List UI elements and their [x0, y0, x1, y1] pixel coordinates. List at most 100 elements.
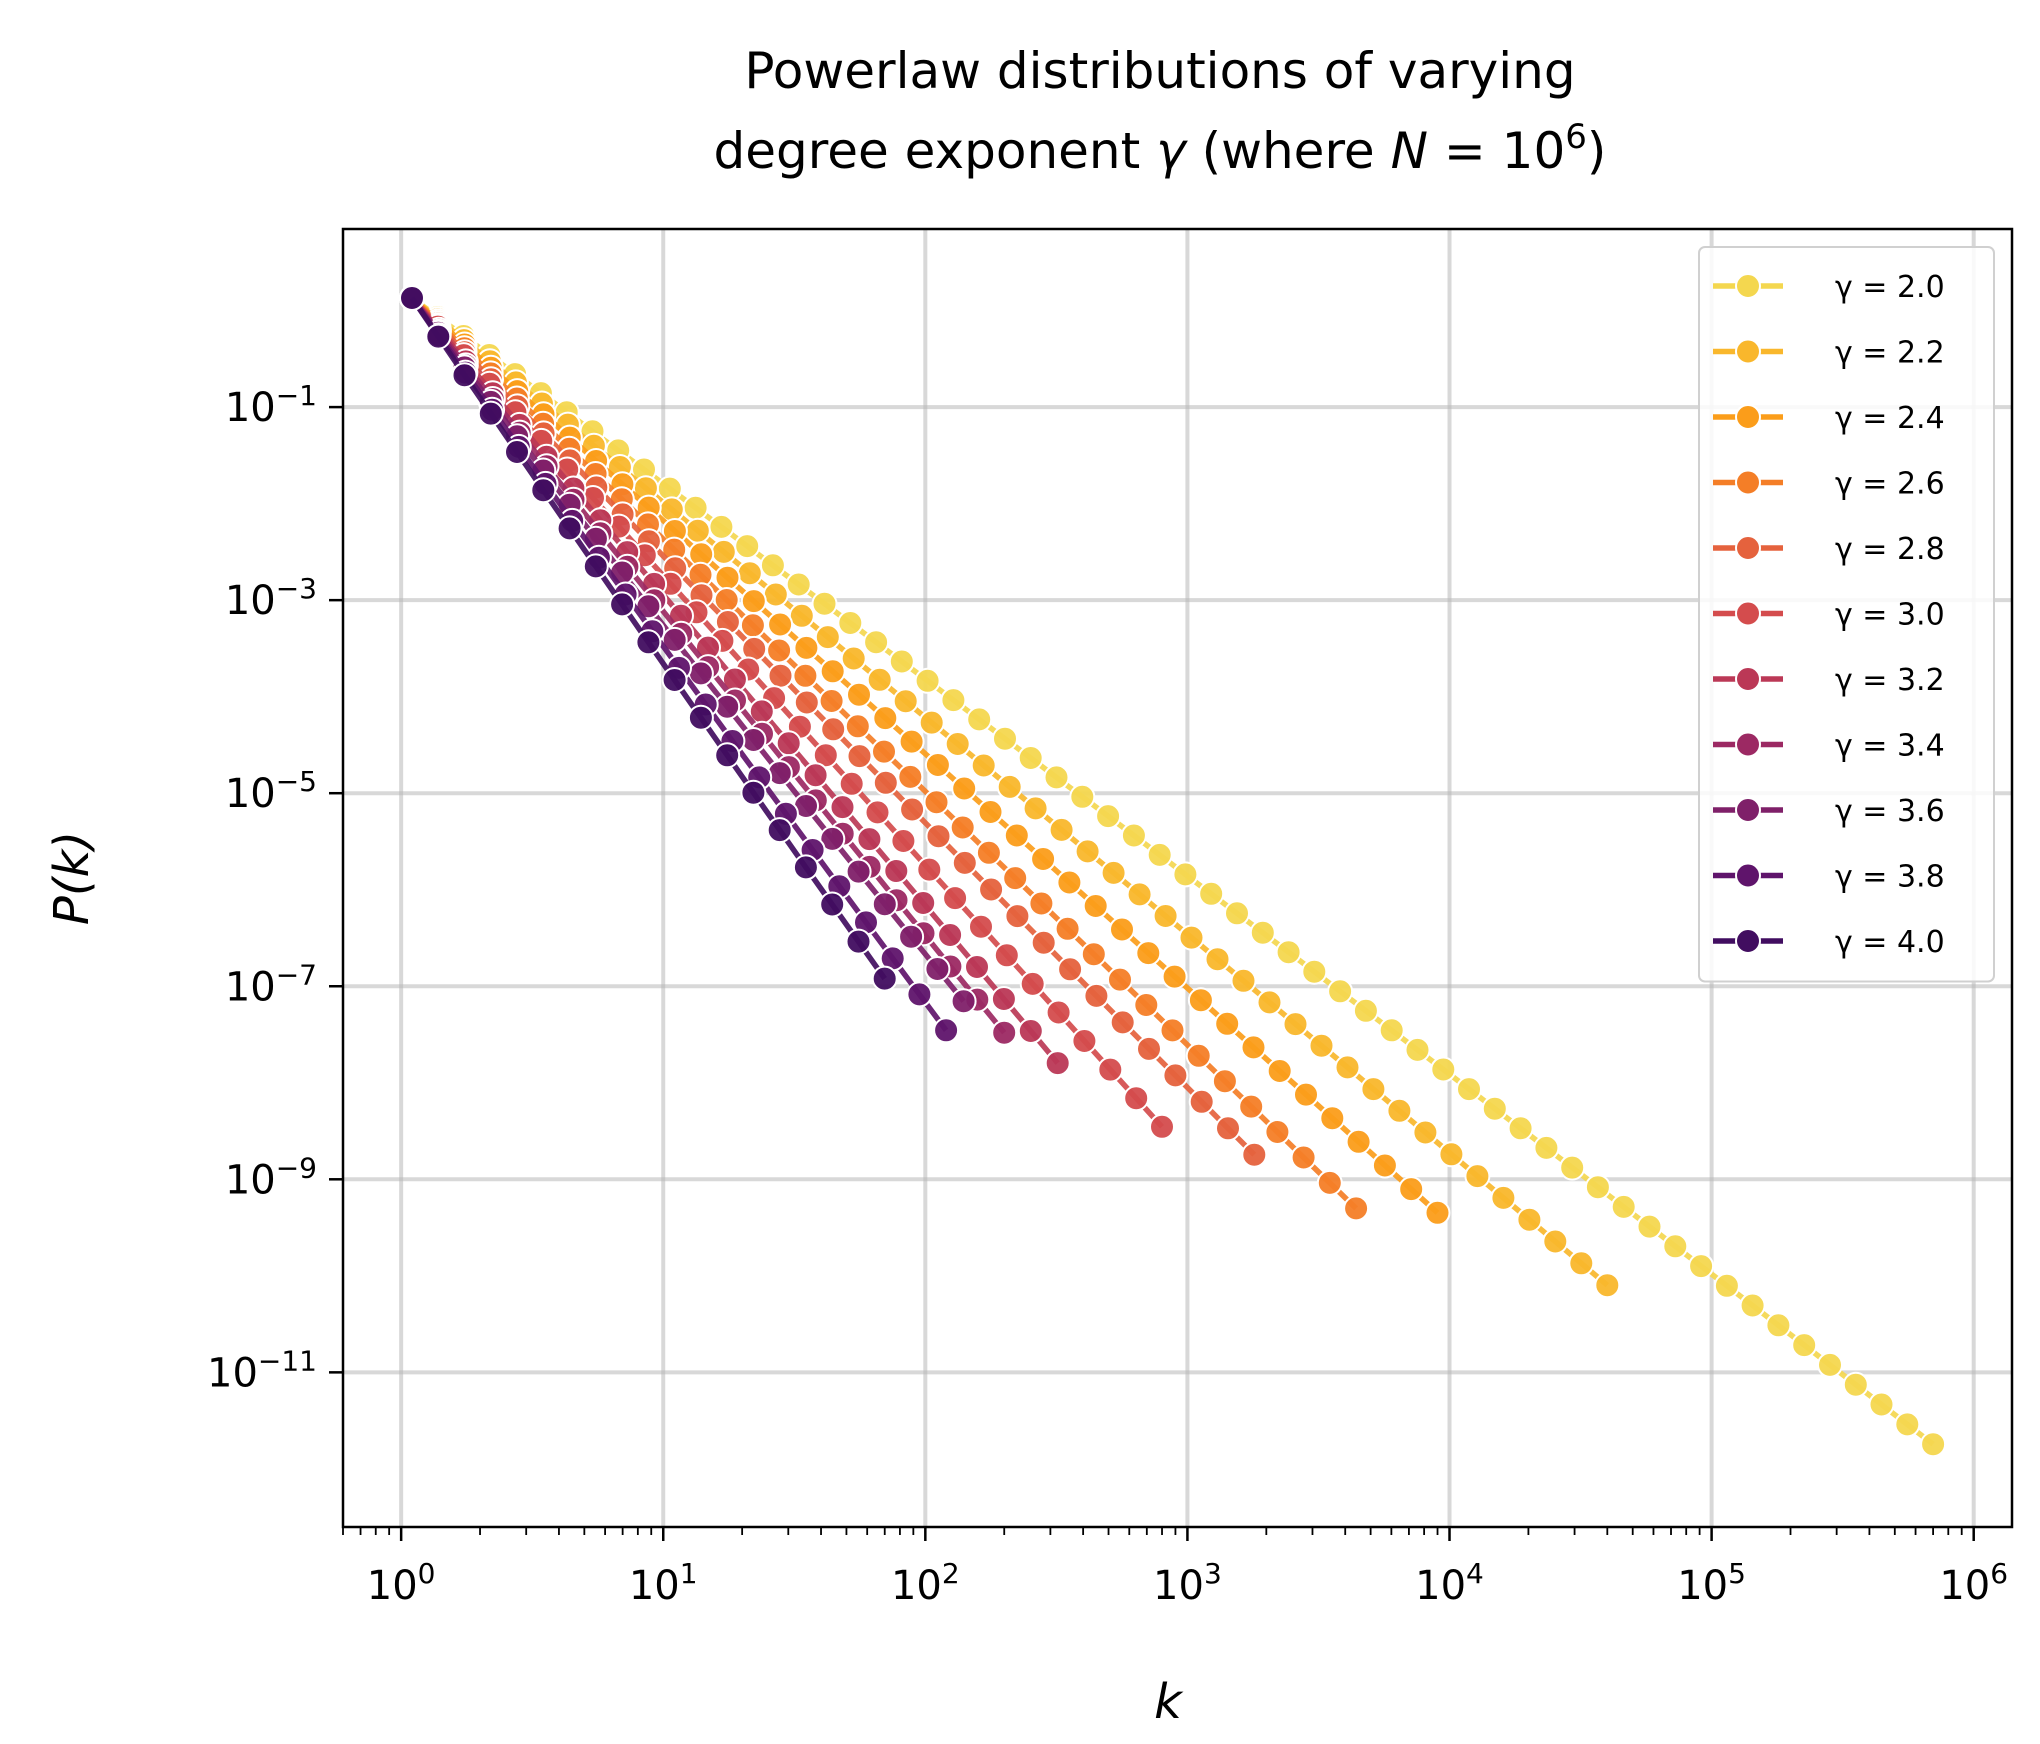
data-point	[1095, 803, 1122, 830]
data-point	[635, 629, 662, 656]
title-close: )	[1587, 122, 1607, 180]
legend-entry: γ = 3.6	[1713, 794, 1945, 829]
data-point	[1817, 1351, 1843, 1378]
data-point	[1594, 1272, 1621, 1299]
data-point	[883, 858, 910, 884]
legend-marker	[1735, 862, 1761, 889]
data-point	[1739, 1292, 1766, 1319]
data-point	[863, 629, 890, 656]
data-point	[1082, 893, 1109, 919]
data-point	[556, 515, 583, 542]
data-point	[582, 553, 609, 580]
data-point	[1028, 890, 1055, 917]
data-point	[1071, 1028, 1098, 1054]
y-tick-label: 10−9	[225, 1151, 317, 1204]
data-point	[846, 743, 873, 770]
data-point	[714, 564, 741, 591]
y-tick-label: 10−1	[225, 379, 317, 432]
data-point	[1533, 1134, 1560, 1161]
data-point	[942, 885, 969, 912]
data-point	[739, 612, 766, 639]
data-point	[1507, 1115, 1534, 1142]
legend-marker	[1735, 797, 1761, 823]
data-point	[1120, 822, 1147, 849]
data-point	[1017, 1018, 1044, 1044]
data-point	[1386, 1097, 1413, 1124]
legend-label: γ = 3.6	[1835, 794, 1945, 829]
legend-label: γ = 3.4	[1835, 729, 1945, 764]
data-point	[1290, 1144, 1317, 1171]
data-point	[1308, 1032, 1335, 1059]
data-point	[1360, 1076, 1387, 1103]
legend-marker	[1735, 404, 1761, 430]
data-point	[734, 533, 761, 560]
legend-label: γ = 2.4	[1835, 401, 1945, 436]
data-point	[933, 1017, 960, 1044]
series-line	[410, 295, 1440, 1215]
data-point	[1345, 1128, 1372, 1155]
legend-label: γ = 3.2	[1835, 663, 1945, 698]
data-point	[1319, 1105, 1346, 1132]
data-point	[714, 693, 741, 720]
legend-label: γ = 2.6	[1835, 467, 1945, 502]
data-point	[1584, 1174, 1611, 1201]
data-point	[530, 477, 557, 504]
y-axis-label: P(k)	[44, 831, 100, 925]
data-point	[1172, 861, 1199, 888]
data-point	[1215, 1115, 1241, 1142]
data-point	[1057, 956, 1084, 983]
legend-marker	[1735, 928, 1761, 954]
data-point	[775, 730, 802, 757]
data-point	[1109, 916, 1135, 943]
legend-marker	[1735, 731, 1761, 758]
data-point	[888, 648, 915, 675]
title-n-symbol: N	[1391, 122, 1428, 180]
data-point	[792, 854, 819, 881]
x-tick-label: 100	[367, 1557, 436, 1610]
data-point	[1301, 958, 1328, 985]
data-point	[425, 323, 452, 350]
data-point	[916, 856, 943, 883]
legend-label: γ = 3.8	[1835, 860, 1945, 895]
data-point	[856, 826, 883, 853]
data-point	[1430, 1056, 1457, 1083]
title-exponent: 6	[1565, 117, 1587, 157]
y-tick-label: 10−3	[225, 572, 317, 625]
data-point	[951, 775, 978, 802]
data-point	[708, 513, 735, 540]
data-point	[1198, 880, 1225, 907]
data-point	[793, 634, 820, 661]
data-point	[1266, 1058, 1293, 1084]
legend-entry: γ = 3.8	[1713, 860, 1945, 895]
data-point	[866, 666, 893, 693]
x-tick-label: 102	[891, 1557, 960, 1610]
data-point	[819, 825, 846, 852]
data-point	[864, 799, 891, 826]
data-point	[1159, 1017, 1186, 1044]
data-point	[1240, 1034, 1267, 1061]
chart-title: Powerlaw distributions of varying degree…	[714, 42, 1607, 180]
data-point	[767, 611, 794, 638]
data-point	[1188, 1088, 1215, 1115]
data-point	[477, 400, 504, 427]
y-tick-label: 10−5	[225, 765, 317, 818]
legend-label: γ = 2.0	[1835, 270, 1945, 305]
data-point	[1044, 1050, 1071, 1077]
chart-title-line-1: Powerlaw distributions of varying	[744, 42, 1575, 100]
data-point	[1135, 940, 1162, 967]
data-point	[1126, 881, 1153, 908]
y-tick-label: 10−11	[207, 1344, 317, 1397]
data-point	[1249, 919, 1276, 946]
data-point	[996, 773, 1023, 800]
data-point	[1352, 997, 1379, 1024]
series-gamma-2.0	[399, 285, 1947, 1458]
data-point	[819, 891, 846, 918]
title-where: (where	[1186, 122, 1391, 180]
data-point	[950, 988, 977, 1015]
data-point	[1398, 1176, 1425, 1203]
data-point	[1149, 1113, 1175, 1140]
data-point	[1097, 1056, 1124, 1083]
data-point	[970, 752, 997, 779]
